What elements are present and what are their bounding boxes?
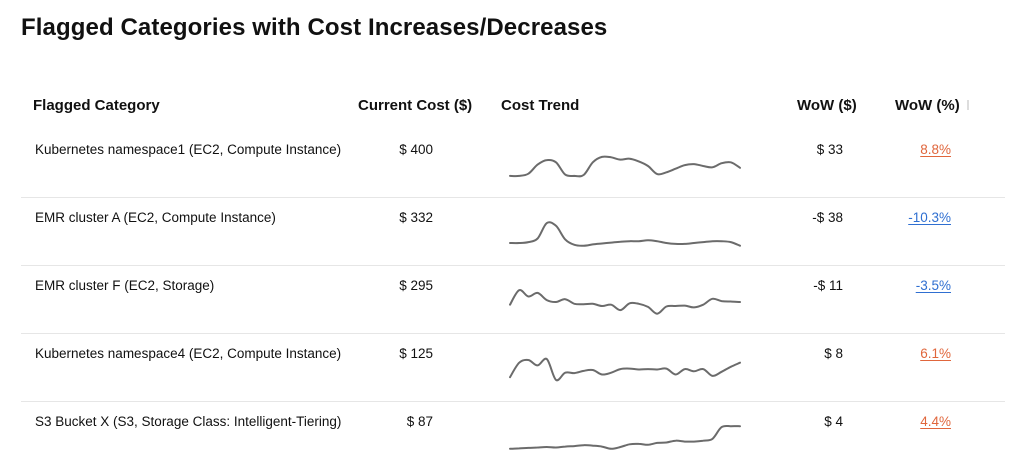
category-cell: S3 Bucket X (S3, Storage Class: Intellig… [35, 414, 342, 429]
cost-trend-sparkline [507, 148, 743, 188]
current-cost-cell: $ 125 [399, 346, 433, 361]
table-header: Flagged Category Current Cost ($) Cost T… [21, 80, 1005, 130]
sparkline-svg [509, 424, 741, 450]
table-row[interactable]: S3 Bucket X (S3, Storage Class: Intellig… [21, 402, 1005, 469]
table-row[interactable]: Kubernetes namespace4 (EC2, Compute Inst… [21, 334, 1005, 402]
wow-dollar-cell: $ 4 [824, 414, 843, 429]
sparkline-svg [509, 289, 741, 315]
sparkline-svg [509, 155, 741, 178]
category-cell: EMR cluster F (EC2, Storage) [35, 278, 215, 293]
sparkline-series-line [509, 221, 741, 247]
cost-trend-sparkline [507, 284, 743, 324]
wow-percent-link[interactable]: 6.1% [920, 346, 951, 361]
category-cell: Kubernetes namespace1 (EC2, Compute Inst… [35, 142, 342, 157]
page-title: Flagged Categories with Cost Increases/D… [21, 14, 608, 41]
column-resize-handle[interactable] [967, 100, 969, 110]
current-cost-cell: $ 400 [399, 142, 433, 157]
table-row[interactable]: EMR cluster F (EC2, Storage) $ 295 -$ 11… [21, 266, 1005, 334]
wow-dollar-cell: -$ 11 [813, 278, 843, 293]
sparkline-svg [509, 357, 741, 382]
flagged-categories-table: Flagged Category Current Cost ($) Cost T… [21, 80, 1005, 469]
header-wow-dollar[interactable]: WoW ($) [797, 97, 857, 114]
cost-trend-sparkline [507, 420, 743, 460]
table-row[interactable]: Kubernetes namespace1 (EC2, Compute Inst… [21, 130, 1005, 198]
current-cost-cell: $ 295 [399, 278, 433, 293]
sparkline-svg [509, 221, 741, 247]
wow-dollar-cell: -$ 38 [812, 210, 843, 225]
sparkline-series-line [509, 289, 741, 315]
wow-percent-link[interactable]: 4.4% [920, 414, 951, 429]
header-flagged-category[interactable]: Flagged Category [33, 97, 160, 114]
category-cell: EMR cluster A (EC2, Compute Instance) [35, 210, 276, 225]
wow-dollar-cell: $ 8 [824, 346, 843, 361]
wow-percent-link[interactable]: 8.8% [920, 142, 951, 157]
header-current-cost[interactable]: Current Cost ($) [358, 97, 473, 114]
wow-percent-link[interactable]: -10.3% [908, 210, 951, 225]
wow-dollar-cell: $ 33 [816, 142, 843, 157]
sparkline-series-line [509, 155, 741, 178]
header-wow-percent[interactable]: WoW (%) [895, 97, 960, 114]
sparkline-series-line [509, 424, 741, 450]
category-cell: Kubernetes namespace4 (EC2, Compute Inst… [35, 346, 342, 361]
header-cost-trend[interactable]: Cost Trend [501, 97, 580, 114]
cost-trend-sparkline [507, 352, 743, 392]
table-row[interactable]: EMR cluster A (EC2, Compute Instance) $ … [21, 198, 1005, 266]
current-cost-cell: $ 332 [399, 210, 433, 225]
current-cost-cell: $ 87 [406, 414, 433, 429]
cost-trend-sparkline [507, 216, 743, 256]
wow-percent-link[interactable]: -3.5% [915, 278, 951, 293]
sparkline-series-line [509, 357, 741, 382]
